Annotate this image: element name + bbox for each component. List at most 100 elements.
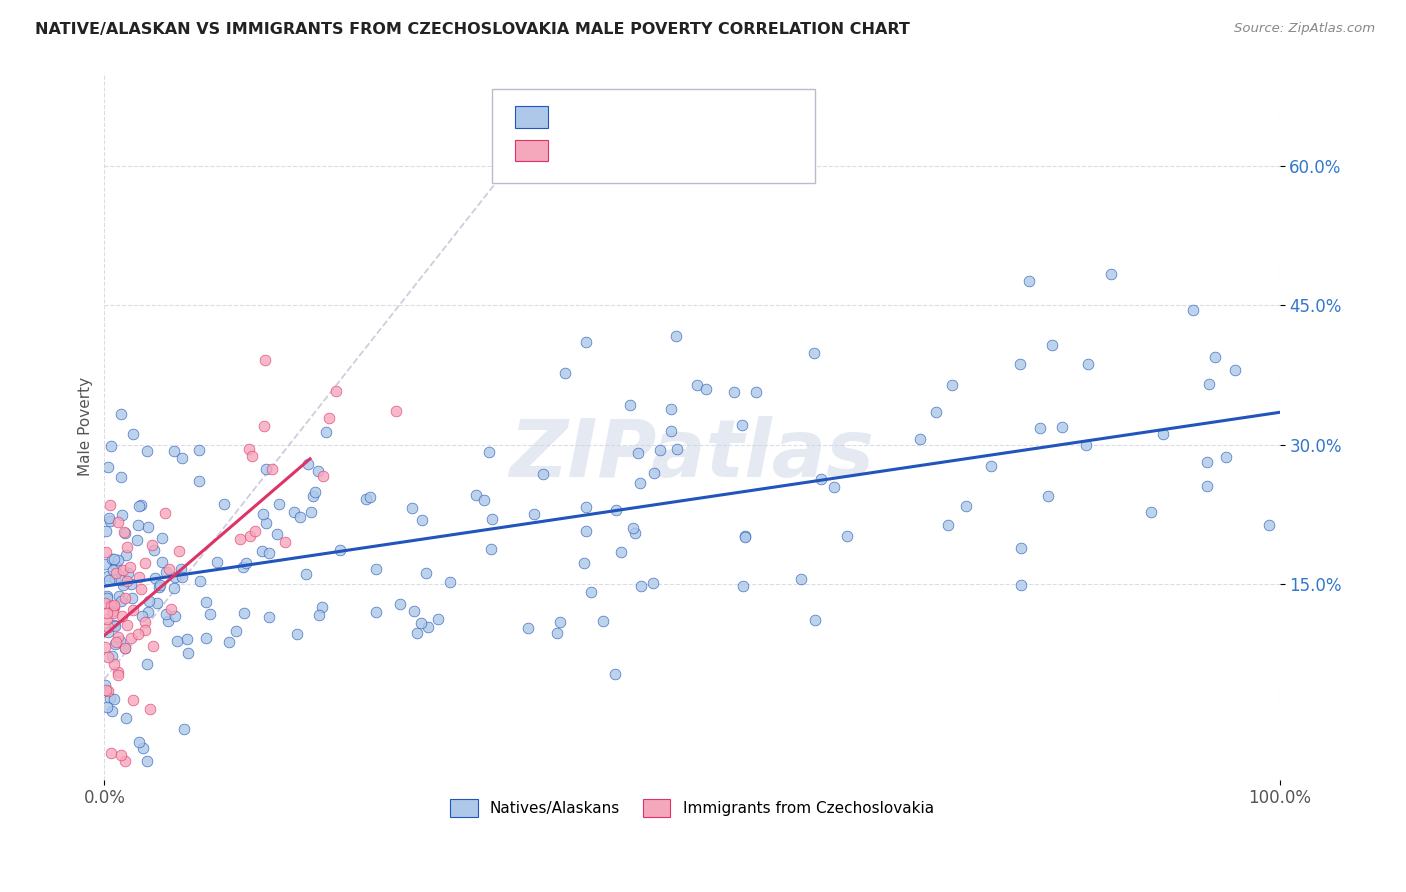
Point	[628, 475, 651, 490]
Point	[150, 555, 173, 569]
Point	[257, 546, 280, 560]
Point	[1258, 518, 1281, 533]
Point	[103, 692, 125, 706]
Point	[1038, 489, 1060, 503]
Point	[302, 489, 325, 503]
Point	[136, 657, 159, 672]
Point	[103, 657, 125, 671]
Y-axis label: Male Poverty: Male Poverty	[79, 376, 93, 475]
Point	[169, 562, 191, 576]
Point	[734, 530, 756, 544]
Point	[114, 591, 136, 605]
Point	[242, 449, 264, 463]
Point	[101, 704, 124, 718]
Text: ZIPatlas: ZIPatlas	[509, 416, 875, 493]
Point	[733, 579, 755, 593]
Point	[96, 606, 118, 620]
Point	[695, 382, 717, 396]
Point	[575, 334, 598, 349]
Point	[111, 609, 134, 624]
Point	[194, 595, 217, 609]
Point	[96, 591, 118, 606]
Point	[479, 541, 502, 556]
Point	[295, 566, 318, 581]
Point	[114, 640, 136, 655]
Point	[107, 515, 129, 529]
Point	[205, 555, 228, 569]
Point	[686, 377, 709, 392]
Point	[94, 596, 117, 610]
Point	[232, 560, 254, 574]
Point	[170, 451, 193, 466]
Point	[546, 625, 568, 640]
Point	[308, 608, 330, 623]
Point	[1152, 427, 1174, 442]
Point	[523, 507, 546, 521]
Point	[188, 474, 211, 488]
Point	[157, 614, 180, 628]
Point	[1139, 505, 1161, 519]
Point	[155, 607, 177, 622]
Point	[481, 511, 503, 525]
Point	[172, 570, 194, 584]
Point	[114, 641, 136, 656]
Point	[114, 754, 136, 768]
Text: NATIVE/ALASKAN VS IMMIGRANTS FROM CZECHOSLOVAKIA MALE POVERTY CORRELATION CHART: NATIVE/ALASKAN VS IMMIGRANTS FROM CZECHO…	[35, 22, 910, 37]
Point	[254, 516, 277, 530]
Legend: Natives/Alaskans, Immigrants from Czechoslovakia: Natives/Alaskans, Immigrants from Czecho…	[443, 791, 942, 825]
Point	[1076, 438, 1098, 452]
Point	[101, 604, 124, 618]
Point	[155, 565, 177, 579]
Point	[823, 480, 845, 494]
Point	[252, 507, 274, 521]
Point	[145, 571, 167, 585]
Point	[200, 607, 222, 622]
Point	[605, 502, 627, 516]
Point	[288, 509, 311, 524]
Point	[803, 345, 825, 359]
Point	[108, 633, 131, 648]
Point	[385, 404, 408, 418]
Point	[304, 485, 326, 500]
Point	[731, 417, 754, 432]
Point	[97, 620, 120, 634]
Point	[176, 632, 198, 646]
Point	[96, 545, 118, 559]
Point	[105, 634, 128, 648]
Point	[142, 639, 165, 653]
Point	[110, 747, 132, 762]
Point	[572, 556, 595, 570]
Point	[103, 599, 125, 614]
Point	[650, 442, 672, 457]
Point	[110, 407, 132, 421]
Point	[318, 410, 340, 425]
Point	[239, 529, 262, 543]
Point	[531, 467, 554, 482]
Point	[107, 631, 129, 645]
Point	[115, 540, 138, 554]
Point	[1195, 479, 1218, 493]
Point	[415, 566, 437, 581]
Point	[138, 594, 160, 608]
Text: R =: R =	[561, 108, 598, 126]
Point	[1223, 362, 1246, 376]
Point	[129, 582, 152, 596]
Point	[359, 490, 381, 504]
Text: R =: R =	[561, 142, 598, 160]
Point	[173, 722, 195, 736]
Point	[111, 578, 134, 592]
Point	[235, 557, 257, 571]
Point	[127, 518, 149, 533]
Point	[153, 506, 176, 520]
Point	[603, 667, 626, 681]
Point	[194, 631, 217, 645]
Point	[745, 384, 768, 399]
Point	[104, 566, 127, 580]
Point	[1077, 357, 1099, 371]
Point	[315, 425, 337, 440]
Point	[1204, 350, 1226, 364]
Point	[1010, 578, 1032, 592]
Point	[1010, 357, 1032, 371]
Point	[1010, 541, 1032, 556]
Point	[148, 580, 170, 594]
